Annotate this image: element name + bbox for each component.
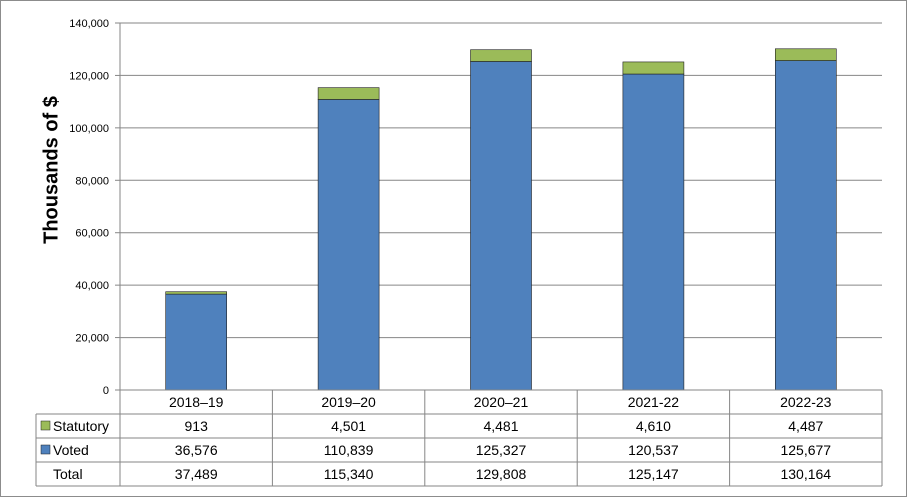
legend-label-statutory: Statutory (53, 418, 109, 434)
bar-statutory (470, 49, 532, 62)
bar-voted (470, 61, 532, 391)
table-value: 110,839 (324, 442, 374, 458)
x-category-label: 2019–20 (321, 394, 376, 410)
y-tick-label: 20,000 (75, 333, 109, 345)
total-row-label: Total (53, 466, 83, 482)
table-value: 4,610 (636, 418, 671, 434)
legend-key-statutory (40, 420, 51, 431)
y-tick-label: 60,000 (75, 228, 109, 240)
y-tick-label: 40,000 (75, 280, 109, 292)
table-value: 125,677 (780, 442, 831, 458)
y-tick-label: 120,000 (69, 70, 109, 82)
table-value: 125,327 (476, 442, 527, 458)
total-value: 129,808 (476, 466, 527, 482)
total-value: 130,164 (780, 466, 831, 482)
legend-label-voted: Voted (53, 442, 89, 458)
table-value: 4,481 (483, 418, 518, 434)
x-category-label: 2021-22 (628, 394, 680, 410)
table-value: 120,537 (628, 442, 679, 458)
bar-voted (622, 73, 685, 391)
bar-statutory (165, 291, 227, 295)
bar-voted (774, 60, 837, 391)
bar-voted (317, 99, 380, 391)
y-tick-label: 140,000 (69, 18, 109, 30)
bar-voted (165, 293, 227, 391)
x-category-label: 2018–19 (169, 394, 224, 410)
y-tick-label: 80,000 (75, 175, 109, 187)
table-value: 36,576 (175, 442, 218, 458)
total-value: 115,340 (324, 466, 374, 482)
y-tick-label: 0 (103, 385, 109, 397)
bar-statutory (774, 48, 837, 61)
bar-statutory (317, 87, 380, 100)
y-tick-label: 100,000 (69, 123, 109, 135)
table-value: 913 (185, 418, 209, 434)
table-value: 4,501 (331, 418, 366, 434)
x-category-label: 2020–21 (474, 394, 529, 410)
x-category-label: 2022-23 (780, 394, 832, 410)
total-value: 125,147 (628, 466, 679, 482)
legend-key-voted (40, 444, 51, 455)
total-value: 37,489 (175, 466, 218, 482)
table-value: 4,487 (788, 418, 823, 434)
bar-statutory (622, 61, 685, 75)
